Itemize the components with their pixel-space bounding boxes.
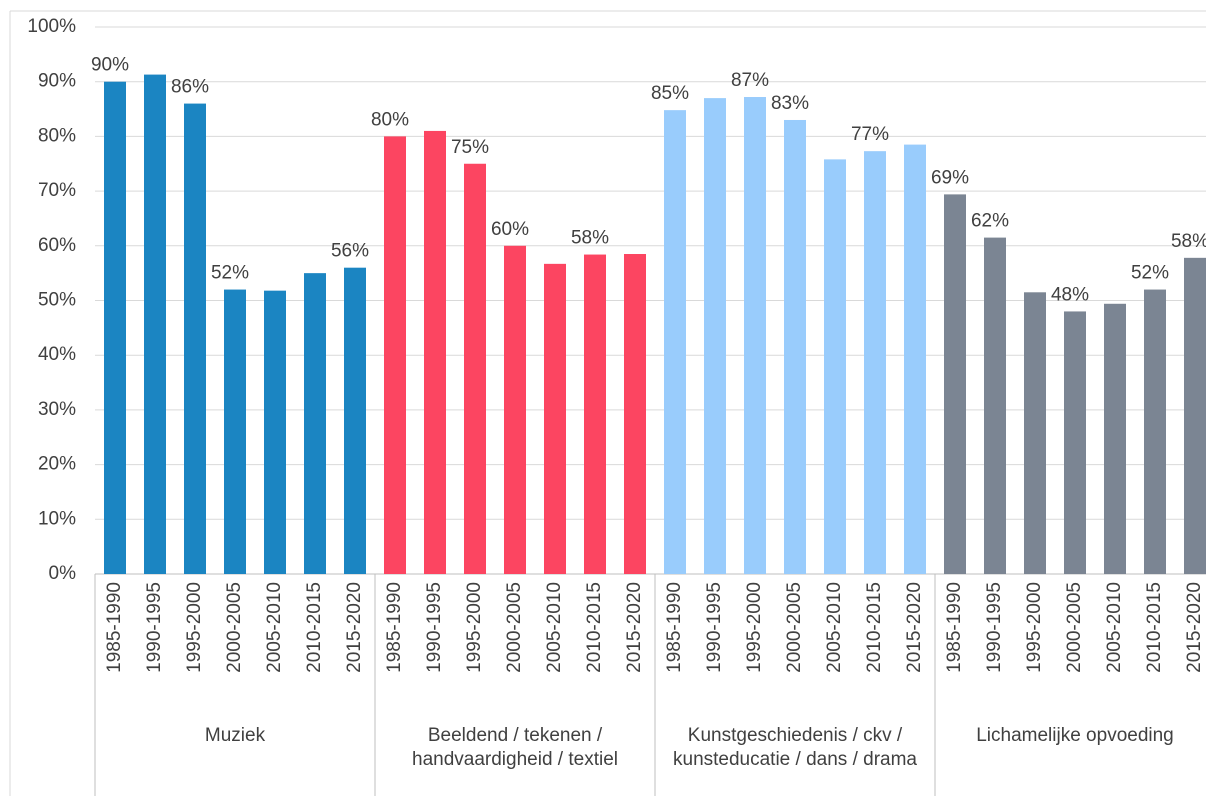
bar — [824, 159, 846, 574]
bar — [304, 273, 326, 574]
data-label: 58% — [1171, 231, 1206, 252]
x-tick-label: 2000-2005 — [1064, 582, 1085, 673]
group-label: Muziek — [204, 725, 266, 746]
x-tick-label: 2000-2005 — [224, 582, 245, 673]
bar — [1144, 289, 1166, 574]
x-tick-label: 2015-2020 — [624, 582, 645, 673]
x-tick-label: 2010-2015 — [1144, 582, 1165, 673]
data-label: 69% — [931, 167, 969, 188]
data-label: 80% — [371, 109, 409, 130]
bar — [184, 103, 206, 574]
x-tick-label: 1985-1990 — [384, 582, 405, 673]
bar — [744, 97, 766, 575]
bar — [624, 254, 646, 574]
data-label: 83% — [771, 93, 809, 114]
data-label: 60% — [491, 219, 529, 240]
bar — [904, 144, 926, 575]
data-label: 52% — [211, 263, 249, 284]
x-tick-label: 1995-2000 — [1024, 582, 1045, 673]
data-label: 90% — [91, 55, 129, 76]
x-tick-label: 2005-2010 — [824, 582, 845, 673]
x-tick-label: 2000-2005 — [784, 582, 805, 673]
data-label: 58% — [571, 228, 609, 249]
x-tick-label: 1990-1995 — [984, 582, 1005, 673]
y-tick-label: 80% — [38, 125, 76, 146]
data-label: 87% — [731, 70, 769, 91]
bar — [1104, 303, 1126, 574]
x-tick-label: 1985-1990 — [104, 582, 125, 673]
x-tick-label: 1990-1995 — [704, 582, 725, 673]
x-tick-label: 2010-2015 — [584, 582, 605, 673]
x-tick-label: 1990-1995 — [144, 582, 165, 673]
x-tick-label: 2015-2020 — [344, 582, 365, 673]
y-tick-label: 10% — [38, 508, 76, 529]
y-tick-label: 0% — [49, 563, 77, 584]
x-tick-label: 2000-2005 — [504, 582, 525, 673]
data-label: 56% — [331, 241, 369, 262]
bar — [864, 151, 886, 574]
y-tick-label: 50% — [38, 290, 76, 311]
x-tick-label: 2005-2010 — [264, 582, 285, 673]
bar — [224, 289, 246, 574]
x-tick-label: 2005-2010 — [1104, 582, 1125, 673]
group-label: Beeldend / tekenen / handvaardigheid / t… — [412, 725, 618, 770]
bar — [944, 194, 966, 574]
x-tick-label: 2005-2010 — [544, 582, 565, 673]
x-tick-label: 2015-2020 — [904, 582, 925, 673]
data-label: 85% — [651, 83, 689, 104]
y-tick-label: 70% — [38, 180, 76, 201]
y-tick-label: 40% — [38, 344, 76, 365]
x-tick-label: 2010-2015 — [304, 582, 325, 673]
data-label: 48% — [1051, 284, 1089, 305]
x-tick-label: 1995-2000 — [464, 582, 485, 673]
group-label: Kunstgeschiedenis / ckv / kunsteducatie … — [673, 725, 917, 770]
bar — [784, 119, 806, 575]
x-tick-label: 1995-2000 — [184, 582, 205, 673]
bar — [584, 254, 606, 574]
bar — [504, 245, 526, 575]
data-label: 75% — [451, 137, 489, 158]
x-tick-label: 2010-2015 — [864, 582, 885, 673]
data-label: 62% — [971, 211, 1009, 232]
x-tick-label: 2015-2020 — [1184, 582, 1205, 673]
bar — [664, 110, 686, 575]
bar — [384, 136, 406, 574]
y-tick-label: 30% — [38, 399, 76, 420]
y-tick-label: 60% — [38, 235, 76, 256]
x-tick-label: 1985-1990 — [664, 582, 685, 673]
bar — [1064, 311, 1086, 574]
y-tick-label: 100% — [27, 16, 76, 37]
bar — [424, 130, 446, 574]
x-tick-label: 1985-1990 — [944, 582, 965, 673]
data-label: 52% — [1131, 263, 1169, 284]
bar — [464, 163, 486, 574]
bar — [1184, 257, 1206, 574]
bar — [104, 81, 126, 574]
group-label: Lichamelijke opvoeding — [976, 725, 1174, 746]
bar — [144, 74, 166, 575]
x-tick-label: 1990-1995 — [424, 582, 445, 673]
x-tick-label: 1995-2000 — [744, 582, 765, 673]
bar — [984, 237, 1006, 574]
y-tick-label: 90% — [38, 71, 76, 92]
bar — [344, 267, 366, 574]
data-label: 77% — [851, 124, 889, 145]
bar — [544, 263, 566, 574]
y-tick-label: 20% — [38, 454, 76, 475]
data-label: 86% — [171, 77, 209, 98]
bar — [704, 98, 726, 575]
bar — [1024, 292, 1046, 574]
bar — [264, 290, 286, 574]
